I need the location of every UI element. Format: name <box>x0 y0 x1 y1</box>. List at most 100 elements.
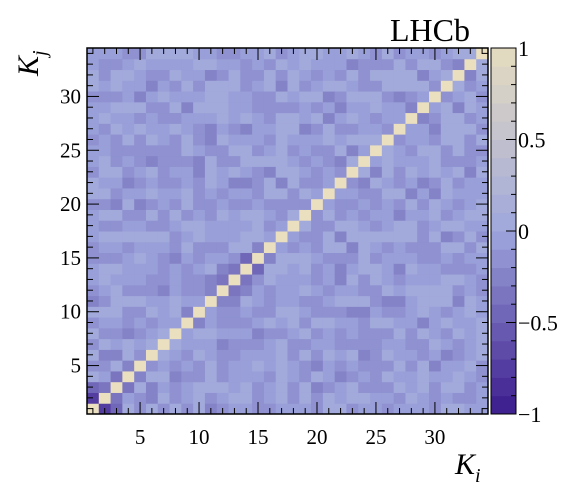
heatmap-cell <box>358 101 371 114</box>
heatmap-cell <box>299 370 312 383</box>
heatmap-cell <box>193 252 206 264</box>
heatmap-cell <box>204 317 218 329</box>
heatmap-cell <box>440 101 454 114</box>
heatmap-cell <box>299 198 312 210</box>
heatmap-cell <box>452 317 465 329</box>
heatmap-cell <box>334 209 347 221</box>
heatmap-cell <box>87 263 100 275</box>
heatmap-cell <box>275 306 288 318</box>
heatmap-cell <box>204 155 218 167</box>
heatmap-cell <box>240 381 253 393</box>
heatmap-cell <box>169 101 182 114</box>
colorbar-step <box>491 377 516 397</box>
colorbar-step <box>491 359 516 378</box>
heatmap-cell <box>122 80 135 92</box>
heatmap-cell <box>370 58 383 71</box>
heatmap-cell <box>193 101 206 114</box>
heatmap-cell <box>193 144 206 157</box>
heatmap-cell <box>381 360 395 372</box>
heatmap-cell <box>370 295 383 307</box>
heatmap-cell <box>228 209 241 221</box>
heatmap-cell <box>204 209 218 221</box>
heatmap-cell <box>122 338 135 350</box>
heatmap-cell <box>322 284 336 297</box>
heatmap-cell <box>417 144 430 157</box>
heatmap-cell <box>452 327 465 340</box>
heatmap-cell <box>87 112 100 124</box>
heatmap-cell <box>216 263 230 275</box>
heatmap-cell <box>429 80 442 92</box>
heatmap-cell <box>193 274 206 286</box>
heatmap-cell <box>169 349 182 361</box>
heatmap-cell <box>228 80 241 92</box>
heatmap-cell <box>98 381 112 393</box>
heatmap-cell <box>417 349 430 361</box>
heatmap-cell <box>157 134 171 146</box>
heatmap-cell <box>122 123 135 135</box>
heatmap-cell <box>452 263 465 275</box>
heatmap-cell <box>358 58 371 71</box>
y-tick-label: 20 <box>60 192 81 216</box>
heatmap-cell <box>169 91 182 103</box>
heatmap-cell <box>181 155 194 167</box>
heatmap-cell <box>322 295 336 307</box>
heatmap-cell <box>370 392 383 404</box>
y-axis-ticks: 5 10 15 20 25 30 <box>60 52 488 410</box>
x-tick-label: 5 <box>135 425 146 449</box>
heatmap-cell <box>110 166 123 178</box>
heatmap-cell <box>452 295 465 307</box>
heatmap-cell <box>122 220 135 232</box>
heatmap-cell <box>358 392 371 404</box>
heatmap-cell <box>440 144 454 157</box>
heatmap-cell <box>157 252 171 264</box>
heatmap-cell <box>299 58 312 71</box>
heatmap-cell <box>145 274 159 286</box>
heatmap-cell <box>393 198 406 210</box>
heatmap-cell <box>358 69 371 81</box>
colorbar-step <box>491 176 516 195</box>
heatmap-cell <box>134 69 147 81</box>
heatmap-cell <box>322 252 336 264</box>
heatmap-cell <box>405 58 418 71</box>
heatmap-cell <box>110 327 123 340</box>
heatmap-cell <box>216 381 230 393</box>
heatmap-cell <box>193 91 206 103</box>
heatmap-cell <box>98 134 112 146</box>
heatmap-cell <box>87 69 100 81</box>
heatmap-cell <box>263 198 277 210</box>
heatmap-cell <box>464 123 477 135</box>
heatmap-cell <box>157 360 171 372</box>
heatmap-cell <box>240 338 253 350</box>
heatmap-cell <box>134 306 147 318</box>
heatmap-cell <box>275 198 288 210</box>
heatmap-cell <box>181 327 194 340</box>
heatmap-cell <box>381 284 395 297</box>
heatmap-cell <box>193 381 206 393</box>
heatmap-cell <box>145 187 159 200</box>
heatmap-cell <box>216 306 230 318</box>
heatmap-cell <box>216 80 230 92</box>
heatmap-cell <box>452 198 465 210</box>
heatmap-cell <box>311 209 324 221</box>
heatmap-cell <box>299 392 312 404</box>
heatmap-cell <box>311 198 324 210</box>
heatmap-cell <box>169 252 182 264</box>
heatmap-cell <box>464 263 477 275</box>
heatmap-cell <box>440 370 454 383</box>
heatmap-cell <box>181 263 194 275</box>
heatmap-cell <box>381 187 395 200</box>
heatmap-cell <box>263 263 277 275</box>
heatmap-cell <box>240 69 253 81</box>
heatmap-cell <box>169 177 182 189</box>
heatmap-cell <box>98 274 112 286</box>
heatmap-cell <box>169 187 182 200</box>
heatmap-cell <box>134 263 147 275</box>
heatmap-cell <box>193 112 206 124</box>
heatmap-cell <box>216 295 230 307</box>
heatmap-cell <box>311 80 324 92</box>
heatmap-cell <box>405 69 418 81</box>
heatmap-cell <box>464 112 477 124</box>
heatmap-cell <box>429 177 442 189</box>
heatmap-cell <box>193 327 206 340</box>
heatmap-cell <box>87 381 100 393</box>
